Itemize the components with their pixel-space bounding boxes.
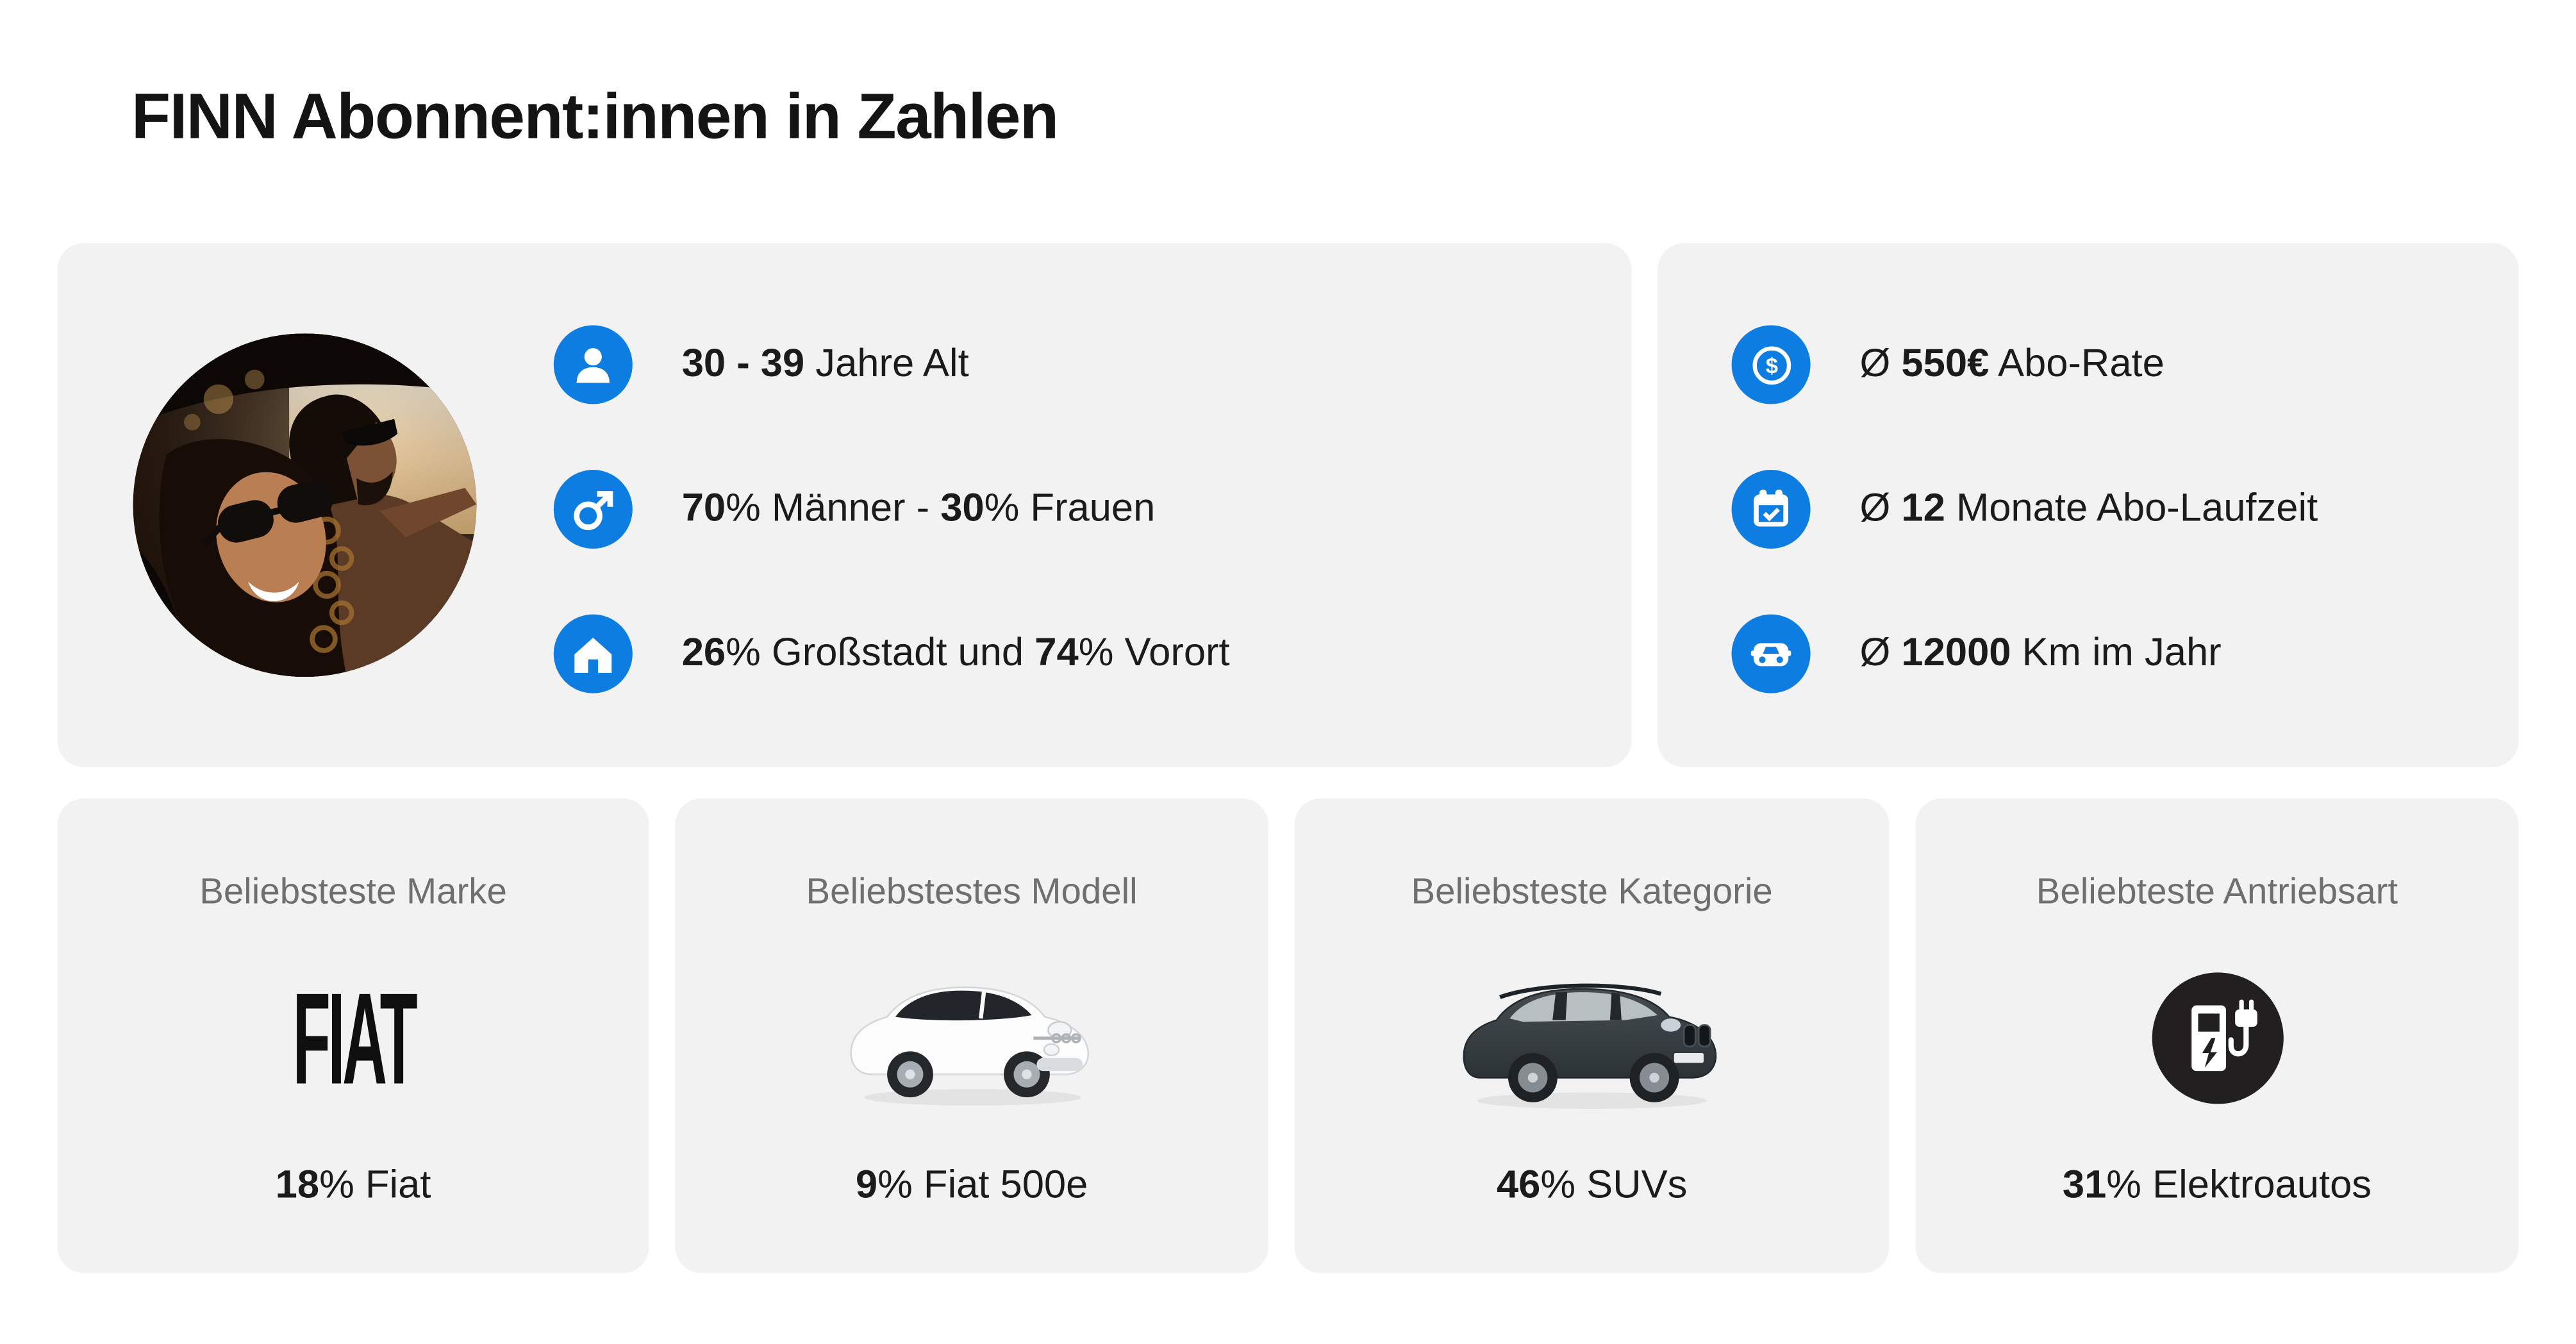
stat-regular: Abo-Rate — [1989, 341, 2165, 386]
favorite-category-label: Beliebsteste Kategorie — [1411, 870, 1773, 912]
calendar-check-icon-glyph — [1754, 489, 1788, 527]
stat-strong: 74 — [1035, 630, 1079, 675]
favorite-category-card: Beliebsteste Kategorie — [1294, 798, 1890, 1273]
home-icon-glyph — [574, 638, 612, 673]
couple-in-car-illustration — [133, 333, 477, 677]
suv-illustration — [1463, 983, 1717, 1109]
stat-text-location: 26% Großstadt und 74% Vorort — [682, 630, 1230, 677]
stat-strong: 550€ — [1901, 341, 1990, 386]
stat-row-location: 26% Großstadt und 74% Vorort — [553, 614, 1230, 693]
subscription-card: $ Ø 550€ Abo-Rate Ø 12 Monate Abo-Laufze… — [1658, 243, 2519, 767]
stat-strong: 26 — [681, 630, 726, 675]
stat-row-duration: Ø 12 Monate Abo-Laufzeit — [1731, 470, 2318, 549]
stat-row-rate: $ Ø 550€ Abo-Rate — [1731, 325, 2165, 404]
car-icon-glyph — [1750, 643, 1791, 667]
stat-text-gender: 70% Männer - 30% Frauen — [682, 486, 1156, 533]
person-icon-glyph — [576, 348, 610, 383]
stat-strong: 30 - 39 — [681, 341, 805, 386]
fiat-logo-text: FIAT — [292, 965, 417, 1112]
value-strong: 18 — [275, 1163, 320, 1207]
home-icon — [553, 614, 633, 693]
stat-regular: Km im Jahr — [2011, 630, 2222, 675]
favorite-model-card: Beliebstestes Modell 9% Fiat 500e — [675, 798, 1268, 1273]
value-strong: 31 — [2062, 1163, 2107, 1207]
favorite-drivetrain-card: Beliebteste Antriebsart 31% Elektroautos — [1915, 798, 2519, 1273]
subscriber-photo — [133, 333, 477, 677]
dollar-coin-icon: $ — [1731, 325, 1811, 404]
stat-regular: % Vorort — [1078, 630, 1230, 675]
stat-text-mileage: Ø 12000 Km im Jahr — [1859, 630, 2221, 677]
stat-row-mileage: Ø 12000 Km im Jahr — [1731, 614, 2222, 693]
value-strong: 46 — [1496, 1163, 1541, 1207]
stat-regular: % Frauen — [984, 485, 1156, 530]
stat-strong: 12 — [1901, 485, 1945, 530]
stat-strong: 30 — [940, 485, 985, 530]
stat-strong: 12000 — [1901, 630, 2011, 675]
favorite-category-value: 46% SUVs — [1295, 1163, 1890, 1209]
male-icon — [553, 470, 633, 549]
stat-row-age: 30 - 39 Jahre Alt — [553, 325, 969, 404]
calendar-check-icon — [1731, 470, 1811, 549]
stat-regular: % Großstadt und — [726, 630, 1035, 675]
ev-charger-badge — [2151, 972, 2283, 1104]
stat-regular: Ø — [1859, 341, 1902, 386]
stat-text-age: 30 - 39 Jahre Alt — [682, 341, 969, 388]
svg-text:$: $ — [1765, 353, 1777, 377]
value-regular: % Fiat — [319, 1163, 431, 1207]
stat-text-rate: Ø 550€ Abo-Rate — [1859, 341, 2164, 388]
fiat-500e-illustration — [849, 986, 1088, 1106]
value-regular: % SUVs — [1540, 1163, 1688, 1207]
favorite-brand-card: Beliebsteste Marke FIAT 18% Fiat — [57, 798, 649, 1273]
person-icon — [553, 325, 633, 404]
favorite-brand-label: Beliebsteste Marke — [199, 870, 507, 912]
value-regular: % Fiat 500e — [877, 1163, 1088, 1207]
fiat-logo: FIAT — [58, 943, 649, 1133]
stat-regular: Ø — [1859, 630, 1902, 675]
value-strong: 9 — [855, 1163, 878, 1207]
stat-row-gender: 70% Männer - 30% Frauen — [553, 470, 1156, 549]
demographics-card: 30 - 39 Jahre Alt 70% Männer - 30% Fraue… — [57, 243, 1632, 767]
stat-regular: Monate Abo-Laufzeit — [1945, 485, 2318, 530]
page-title: FINN Abonnent:innen in Zahlen — [131, 82, 1059, 153]
car-icon — [1731, 614, 1811, 693]
stat-regular: % Männer - — [726, 485, 941, 530]
value-regular: % Elektroautos — [2106, 1163, 2372, 1207]
stat-regular: Ø — [1859, 485, 1902, 530]
stat-strong: 70 — [681, 485, 726, 530]
suv-photo — [1295, 943, 1890, 1133]
ev-charger-icon — [1916, 943, 2519, 1133]
stat-regular: Jahre Alt — [804, 341, 969, 386]
favorite-model-label: Beliebstestes Modell — [806, 870, 1138, 912]
stat-text-duration: Ø 12 Monate Abo-Laufzeit — [1859, 486, 2318, 533]
fiat-500e-photo — [675, 943, 1268, 1133]
male-icon-glyph — [574, 491, 613, 531]
favorite-drivetrain-label: Beliebteste Antriebsart — [2036, 870, 2398, 912]
favorite-model-value: 9% Fiat 500e — [675, 1163, 1268, 1209]
ev-charger-glyph — [2190, 999, 2257, 1072]
dollar-coin-icon-glyph: $ — [1752, 345, 1790, 384]
favorite-brand-value: 18% Fiat — [58, 1163, 649, 1209]
favorite-drivetrain-value: 31% Elektroautos — [1916, 1163, 2519, 1209]
